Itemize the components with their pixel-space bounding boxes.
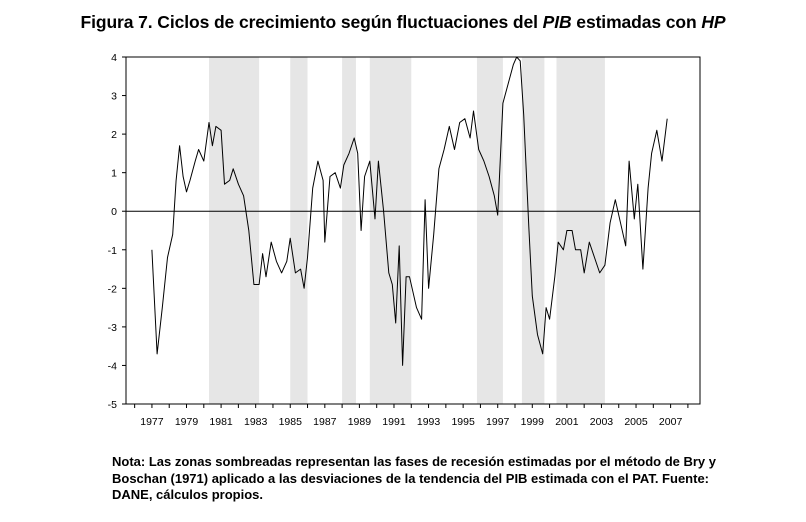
y-tick-label: -2 bbox=[108, 283, 117, 295]
x-tick-label: 1993 bbox=[417, 416, 441, 428]
gdp-cycle-line bbox=[151, 56, 668, 366]
title-text-prefix: Figura 7. Ciclos de crecimiento según fl… bbox=[80, 12, 543, 32]
x-tick-label: 1983 bbox=[244, 416, 268, 428]
x-tick-label: 2005 bbox=[624, 416, 648, 428]
x-axis: 1977 1979 1981 1983 1985 1987 1989 1991 1993 1995… bbox=[134, 404, 689, 428]
y-tick-label: -1 bbox=[108, 245, 117, 257]
x-tick-label: 1989 bbox=[348, 416, 372, 428]
recession-band-4 bbox=[476, 57, 503, 404]
y-tick-label: -5 bbox=[108, 399, 117, 411]
recession-band-3 bbox=[369, 57, 412, 404]
recession-band-0 bbox=[208, 57, 260, 404]
recession-band-1 bbox=[290, 57, 308, 404]
recession-shading-group bbox=[208, 57, 605, 404]
chart-title: Figura 7. Ciclos de crecimiento según fl… bbox=[0, 12, 806, 33]
recession-band-2 bbox=[342, 57, 356, 404]
y-tick-label: 3 bbox=[111, 91, 117, 103]
x-tick-label: 1981 bbox=[209, 416, 233, 428]
chart-note: Nota: Las zonas sombreadas representan l… bbox=[112, 454, 717, 502]
x-tick-label: 1987 bbox=[313, 416, 337, 428]
title-text-middle: estimadas con bbox=[571, 12, 702, 32]
y-tick-label: 2 bbox=[111, 129, 117, 141]
x-tick-label: 1985 bbox=[279, 416, 303, 428]
plot-frame bbox=[125, 56, 701, 405]
y-tick-label: -4 bbox=[108, 360, 117, 372]
title-italic-hp: HP bbox=[701, 12, 726, 32]
recession-band-6 bbox=[556, 57, 605, 404]
x-tick-label: 1999 bbox=[521, 416, 545, 428]
x-tick-label: 2001 bbox=[555, 416, 579, 428]
x-tick-label: 2003 bbox=[590, 416, 614, 428]
x-tick-label: 1991 bbox=[382, 416, 406, 428]
chart: 4 3 2 1 0 -1 -2 -3 -4 -5 1977 1979 1981 1983 1985 1987… bbox=[108, 52, 701, 428]
recession-band-5 bbox=[521, 57, 545, 404]
title-italic-pib: PIB bbox=[542, 12, 572, 32]
x-tick-label: 2007 bbox=[659, 416, 683, 428]
x-tick-label: 1979 bbox=[175, 416, 199, 428]
y-tick-label: 4 bbox=[111, 52, 117, 64]
x-tick-label: 1995 bbox=[451, 416, 475, 428]
y-axis: 4 3 2 1 0 -1 -2 -3 -4 -5 bbox=[108, 52, 126, 411]
y-tick-label: -3 bbox=[108, 322, 117, 334]
y-tick-label: 0 bbox=[111, 206, 117, 218]
y-tick-label: 1 bbox=[111, 168, 117, 180]
x-tick-label: 1997 bbox=[486, 416, 510, 428]
x-tick-label: 1977 bbox=[140, 416, 164, 428]
